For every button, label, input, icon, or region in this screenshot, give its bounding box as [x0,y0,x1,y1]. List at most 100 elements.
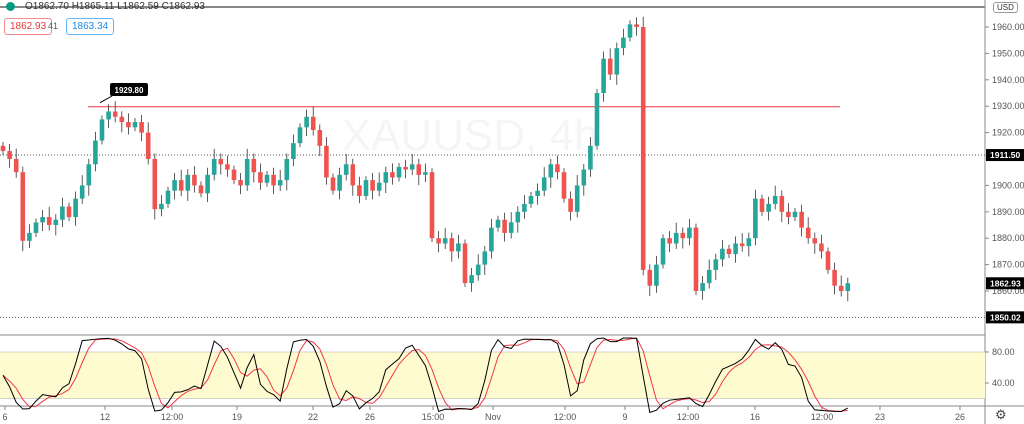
candle [819,234,824,259]
x-tick-label: 23 [875,412,885,422]
candle-body [205,174,210,194]
candle-body [429,172,435,239]
candle-body [640,27,646,270]
candle-body [139,122,144,133]
candle-body [574,185,580,212]
spread-value: 41 [48,21,59,31]
candle-body [621,37,626,49]
candle-body [627,24,633,38]
candle-body [53,219,59,225]
candle-body [178,180,184,191]
candle-body [555,164,560,173]
candle [152,153,158,220]
sell-price-button[interactable]: 1862.93 [4,18,53,35]
candle [713,253,719,281]
candle [792,207,798,222]
candle-body [766,203,771,212]
candle-body [40,217,45,223]
candle [198,181,204,198]
candle [528,192,534,208]
candle [779,190,785,223]
candle [680,227,686,249]
candle [812,232,818,254]
candle [277,169,283,191]
candle-body [693,227,699,291]
candle [350,158,356,196]
candle [601,51,606,102]
candle-body [792,211,798,218]
candle-body [733,243,738,255]
candle-body [654,264,659,286]
currency-label[interactable]: USD [993,2,1018,13]
candle-body [528,195,534,204]
candle [79,175,85,205]
candle-body [317,129,323,146]
candle-body [706,269,712,284]
candle [40,209,45,232]
candle [99,115,105,145]
settings-gear-icon[interactable]: ⚙ [995,407,1007,422]
candle [799,204,804,237]
candle-body [264,174,270,183]
candle-body [825,251,831,270]
candle-body [145,132,151,159]
candle [482,245,488,275]
candle-body [819,243,824,252]
y-tick-label: 1940.00 [992,75,1024,85]
candle-body [799,211,804,228]
candle-body [508,222,514,233]
candle [363,176,369,200]
candle-body [357,185,362,196]
candle-body [416,164,422,175]
candle-body [390,172,395,178]
candle [667,231,672,253]
y-tick-label: 1930.00 [992,101,1024,111]
candle [403,159,408,179]
candle-body [581,169,587,186]
candle [746,232,752,257]
y-tick-label: 1860.00 [992,286,1024,296]
candle [687,218,692,246]
candle [258,163,263,190]
candle [594,89,600,150]
candle-body [86,164,92,186]
candle-body [343,164,349,175]
candle [693,223,699,295]
candle-body [337,174,342,191]
candle-body [541,177,547,191]
candle-body [350,164,356,186]
buy-price-button[interactable]: 1863.34 [66,18,115,35]
candle-body [310,116,316,130]
candle-body [79,185,85,199]
candle [700,275,705,300]
candle [607,48,613,81]
candle-body [449,238,455,252]
x-tick-label: 12:00 [554,412,577,422]
candle-body [845,283,851,291]
candle [469,268,474,292]
candle [185,169,191,201]
candle [522,195,527,219]
candle [211,148,217,181]
candle-body [284,159,290,181]
candle-body [436,238,441,244]
candle-body [126,122,131,128]
candle-body [238,180,243,186]
candle-body [297,127,303,144]
stoch-k-line [2,337,849,414]
candle [772,185,778,210]
candle [119,111,125,133]
x-tick-label: 12:00 [811,412,834,422]
candle-body [0,145,6,152]
candle-body [442,238,448,244]
candle [251,153,257,183]
candle-body [192,174,197,186]
callout-pointer [99,95,113,104]
candle-body [403,166,408,170]
candle [409,153,415,176]
candle [423,163,428,182]
candle [786,203,791,225]
candle-body [20,172,26,241]
candle-body [33,222,39,233]
